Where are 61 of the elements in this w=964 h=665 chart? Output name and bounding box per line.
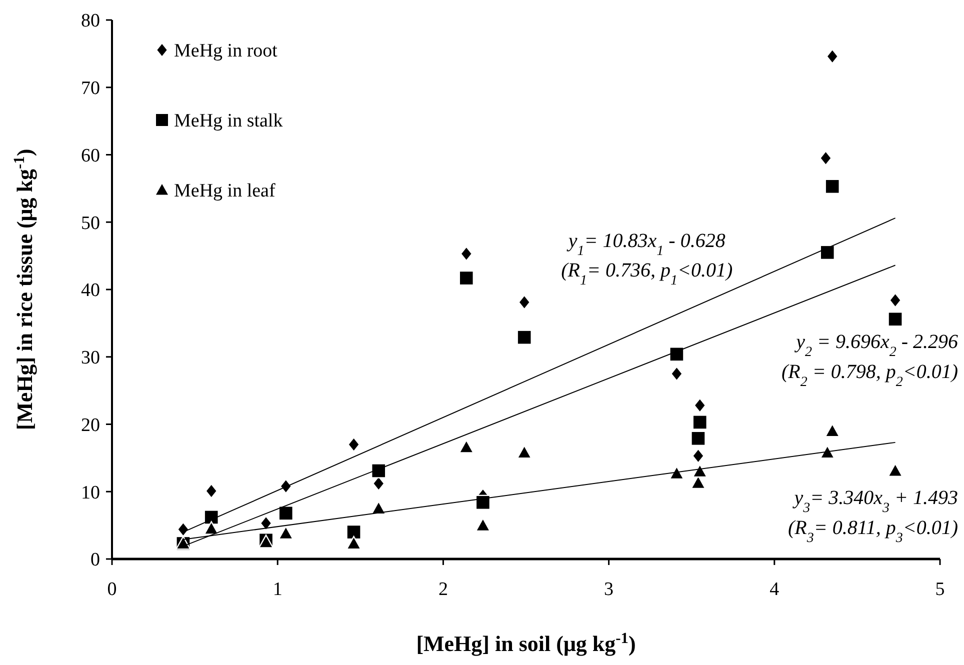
point (694, 398, 706, 413)
point (888, 463, 903, 477)
point (820, 444, 835, 459)
point (820, 244, 835, 260)
y-tick-label: 50 (81, 212, 100, 234)
point (826, 48, 839, 64)
legend-label: MeHg in root (174, 40, 278, 62)
point (516, 330, 532, 345)
annotation: y$_{1}$= 10.83x$_{1}$ - 0.628 (566, 230, 726, 259)
point (690, 430, 706, 446)
x-tick-label: 4 (770, 579, 780, 600)
point (458, 440, 474, 454)
x-tick-label: 1 (272, 579, 282, 600)
point (346, 524, 362, 540)
annotation: (R$_{3}$= 0.811, p$_{3}$<0.01) (788, 517, 958, 546)
point (205, 483, 218, 499)
point (475, 518, 491, 532)
point (692, 448, 704, 464)
point (516, 444, 532, 459)
point (889, 292, 902, 308)
annotation: y$_{2}$ = 9.696x$_{2}$ - 2.296 (794, 331, 958, 360)
point (824, 423, 840, 438)
y-tick-label: 60 (81, 145, 100, 166)
point (824, 178, 840, 194)
point (692, 414, 708, 430)
point (475, 494, 491, 510)
legend-label: MeHg in leaf (174, 180, 276, 202)
point (669, 346, 684, 362)
y-tick-label: 10 (81, 482, 100, 504)
point (278, 526, 294, 540)
point (260, 516, 272, 531)
point (820, 150, 832, 166)
y-tick-label: 80 (81, 10, 100, 32)
y-tick-label: 30 (81, 348, 100, 369)
point (460, 246, 473, 262)
y-tick-label: 70 (81, 78, 100, 100)
x-tick-label: 2 (438, 579, 448, 600)
point (348, 436, 360, 452)
point (204, 521, 219, 535)
point (888, 312, 903, 327)
point (518, 294, 531, 310)
point (669, 466, 684, 480)
x-tick-label: 5 (935, 579, 945, 600)
point (346, 536, 362, 550)
y-tick-label: 40 (81, 280, 100, 302)
point (280, 478, 292, 494)
y-tick-label: 20 (81, 414, 100, 436)
legend-label: MeHg in stalk (174, 110, 284, 132)
point (371, 463, 386, 478)
y-tick-label: 0 (90, 550, 100, 571)
point (278, 506, 294, 521)
point (458, 270, 474, 286)
x-tick-label: 0 (107, 579, 117, 600)
annotation: y$_{3}$= 3.340x$_{3}$ + 1.493 (792, 486, 958, 516)
annotation: (R$_{2}$ = 0.798, p$_{2}$<0.01) (781, 360, 958, 390)
point (177, 522, 190, 537)
x-tick-label: 3 (604, 579, 614, 600)
x-axis-title: [MeHg] in soil (μg kg$^{-1}$) (416, 630, 636, 656)
point (670, 366, 683, 382)
point (692, 464, 708, 478)
annotation: (R$_{1}$= 0.736, p$_{1}$<0.01) (561, 260, 733, 288)
